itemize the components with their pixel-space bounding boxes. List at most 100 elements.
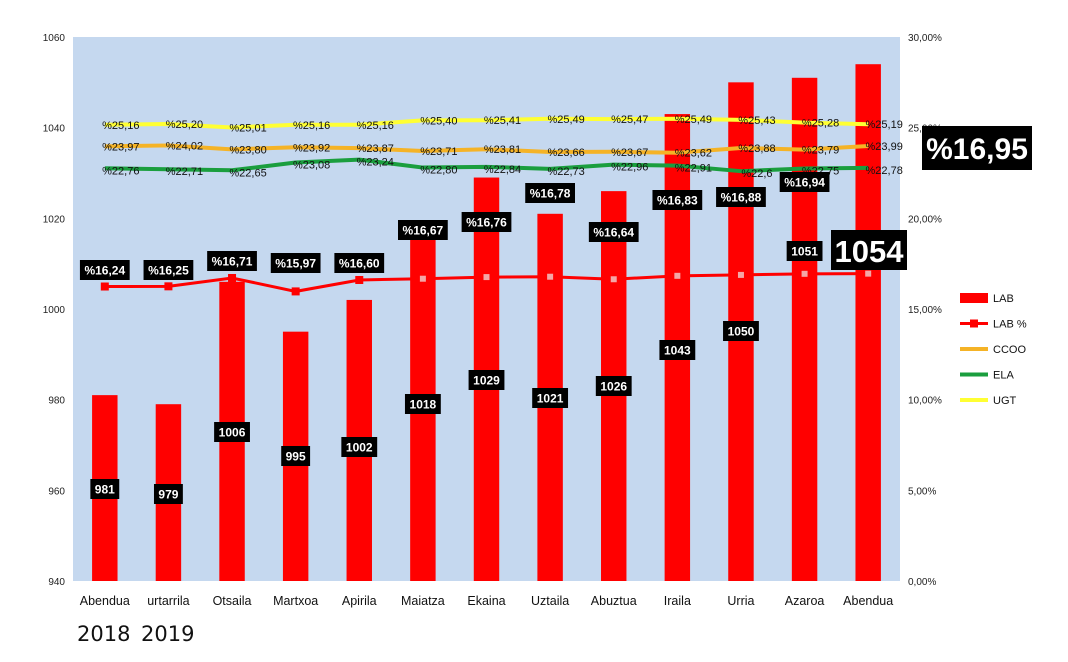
label-lab-11-box — [786, 241, 823, 261]
year-label-2019: 2019 — [141, 622, 195, 646]
line-ela — [104, 157, 869, 174]
label-ela-2: %22,65 — [229, 167, 266, 179]
label-lab-8-text: 1026 — [600, 379, 627, 393]
label-ugt-4: %25,16 — [357, 120, 394, 132]
label-ugt-12: %25,19 — [866, 119, 903, 131]
marker-lab-percent-11 — [800, 269, 809, 278]
left-axis-tick-940: 940 — [48, 577, 65, 588]
label-lab-2-text: 1006 — [219, 425, 246, 439]
label-lab-percent-10-box — [716, 187, 766, 207]
label-lab-percent-3: %15,97 — [270, 253, 321, 273]
highlight-value-text: 1054 — [835, 234, 905, 269]
label-lab-2: 1006 — [214, 422, 250, 442]
x-tick-label-0: Abendua — [80, 594, 130, 608]
legend-label-1: LAB % — [993, 319, 1027, 331]
marker-lab-percent-6 — [482, 273, 491, 282]
highlight-value-box — [831, 230, 907, 270]
label-lab-0-box — [90, 479, 120, 499]
year-label-2018: 2018 — [77, 622, 131, 646]
label-ccoo-7: %23,66 — [547, 147, 584, 159]
label-lab-9-box — [659, 340, 696, 360]
label-ela-6: %22,84 — [484, 164, 521, 176]
label-lab-percent-7-text: %16,78 — [530, 186, 571, 200]
label-lab-6: 1029 — [468, 370, 505, 390]
label-lab-7-text: 1021 — [537, 391, 564, 405]
label-ccoo-8: %23,67 — [611, 147, 648, 159]
x-tick-label-3: Martxoa — [273, 594, 318, 608]
label-lab-percent-0-box — [79, 260, 130, 280]
label-lab-3-text: 995 — [286, 449, 306, 463]
legend-item-4: UGT — [960, 395, 1017, 407]
label-lab-percent-8-box — [588, 222, 639, 242]
label-ugt-6: %25,41 — [484, 115, 521, 127]
x-tick-label-12: Abendua — [843, 594, 893, 608]
legend-item-0: LAB — [960, 293, 1014, 305]
label-ela-7: %22,73 — [547, 166, 584, 178]
label-lab-percent-6-box — [461, 212, 512, 232]
label-lab-3-box — [281, 446, 311, 466]
label-ela-12: %22,78 — [866, 165, 903, 177]
right-axis-tick-2: 10,00% — [908, 396, 942, 407]
label-lab-5-text: 1018 — [410, 397, 437, 411]
label-lab-8-box — [595, 376, 632, 396]
label-lab-percent-3-box — [270, 253, 321, 273]
label-lab-percent-0-text: %16,24 — [84, 263, 125, 277]
label-lab-4-text: 1002 — [346, 440, 373, 454]
legend-label-2: CCOO — [993, 344, 1026, 356]
label-lab-percent-3-text: %15,97 — [275, 256, 316, 270]
marker-lab-percent-5 — [418, 274, 427, 283]
label-lab-5-box — [404, 394, 441, 414]
label-lab-percent-2-box — [207, 251, 257, 271]
x-tick-label-8: Abuztua — [591, 594, 637, 608]
right-axis-tick-1: 5,00% — [908, 486, 936, 497]
label-lab-percent-5-text: %16,67 — [403, 223, 444, 237]
label-ugt-8: %25,47 — [611, 114, 648, 126]
label-lab-percent-11-text: %16,94 — [784, 175, 825, 189]
label-lab-7: 1021 — [532, 388, 569, 408]
label-ela-0: %22,76 — [102, 165, 139, 177]
label-lab-percent-2-text: %16,71 — [212, 254, 253, 268]
legend-label-4: UGT — [993, 395, 1017, 407]
label-lab-3: 995 — [281, 446, 311, 466]
label-lab-1-box — [153, 484, 183, 504]
label-ccoo-3: %23,92 — [293, 142, 330, 154]
left-axis-tick-960: 960 — [48, 486, 65, 497]
x-tick-label-1: urtarrila — [147, 594, 189, 608]
x-tick-label-6: Ekaina — [467, 594, 505, 608]
label-lab-10-text: 1050 — [728, 324, 755, 338]
label-lab-9: 1043 — [659, 340, 696, 360]
label-lab-percent-5: %16,67 — [398, 220, 448, 240]
label-ela-4: %23,24 — [357, 157, 394, 169]
line-ccoo — [104, 143, 869, 155]
left-axis-tick-1020: 1020 — [43, 214, 66, 225]
marker-lab-percent-3 — [291, 287, 300, 296]
label-ugt-1: %25,20 — [166, 119, 203, 131]
label-ccoo-12: %23,99 — [866, 141, 903, 153]
label-ccoo-5: %23,71 — [420, 146, 457, 158]
legend-swatch-0 — [960, 293, 988, 303]
label-lab-percent-9: %16,83 — [652, 190, 703, 210]
legend-item-1: LAB % — [960, 319, 1027, 331]
highlight-percent: %16,95 — [922, 126, 1032, 170]
label-lab-percent-4-text: %16,60 — [339, 256, 380, 270]
label-lab-10-box — [723, 321, 759, 341]
label-ccoo-0: %23,97 — [102, 141, 139, 153]
label-lab-6-text: 1029 — [473, 373, 500, 387]
label-ugt-2: %25,01 — [229, 122, 266, 134]
highlight-value: 1054 — [831, 230, 907, 270]
label-lab-percent-6-text: %16,76 — [466, 215, 507, 229]
label-ela-1: %22,71 — [166, 166, 203, 178]
marker-lab-percent-1 — [164, 282, 173, 291]
label-lab-1: 979 — [153, 484, 183, 504]
label-ccoo-11: %23,79 — [802, 145, 839, 157]
label-ugt-11: %25,28 — [802, 118, 839, 130]
label-lab-percent-5-box — [398, 220, 448, 240]
label-lab-percent-7-box — [525, 183, 575, 203]
label-lab-percent-10-text: %16,88 — [721, 190, 762, 204]
label-lab-6-box — [468, 370, 505, 390]
label-ccoo-2: %23,80 — [229, 144, 266, 156]
x-tick-label-9: Iraila — [664, 594, 691, 608]
left-axis-tick-980: 980 — [48, 396, 65, 407]
label-lab-2-box — [214, 422, 250, 442]
